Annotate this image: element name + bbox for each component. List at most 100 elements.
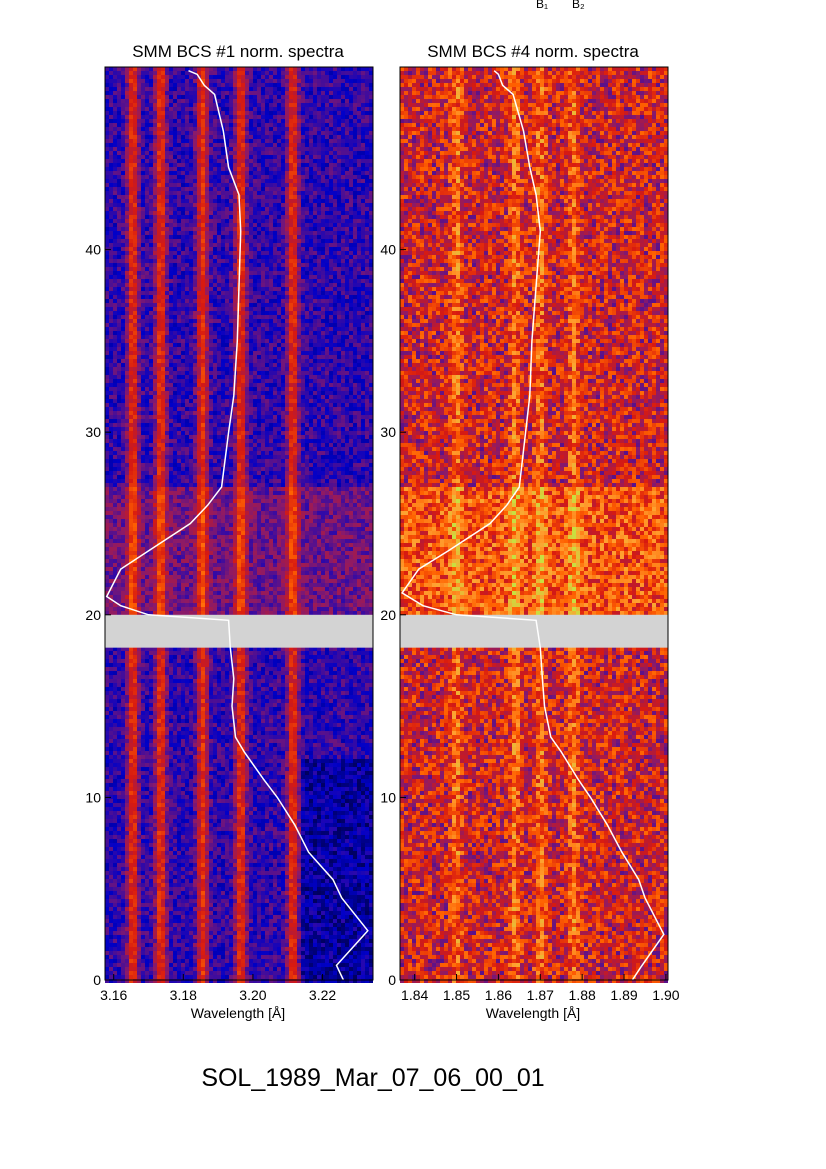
heatmap-cell — [353, 179, 357, 183]
heatmap-cell — [357, 343, 361, 347]
heatmap-cell — [213, 355, 217, 359]
heatmap-cell — [181, 187, 185, 191]
heatmap-cell — [269, 275, 273, 279]
heatmap-cell — [341, 291, 345, 295]
heatmap-cell — [297, 71, 301, 75]
heatmap-cell — [285, 171, 289, 175]
heatmap-cell — [249, 119, 253, 123]
heatmap-cell — [265, 87, 269, 91]
heatmap-cell — [309, 183, 313, 187]
heatmap-cell — [217, 319, 221, 323]
heatmap-cell — [333, 195, 337, 199]
heatmap-cell — [145, 171, 149, 175]
heatmap-cell — [117, 99, 121, 103]
heatmap-cell — [265, 307, 269, 311]
heatmap-cell — [113, 115, 117, 119]
heatmap-cell — [105, 359, 109, 363]
heatmap-cell — [213, 159, 217, 163]
heatmap-cell — [209, 99, 213, 103]
heatmap-cell — [325, 163, 329, 167]
heatmap-cell — [121, 179, 125, 183]
heatmap-cell — [141, 71, 145, 75]
heatmap-cell — [133, 307, 137, 311]
heatmap-cell — [181, 83, 185, 87]
heatmap-cell — [205, 95, 209, 99]
heatmap-cell — [277, 111, 281, 115]
heatmap-cell — [153, 259, 157, 263]
heatmap-cell — [369, 95, 373, 99]
heatmap-cell — [353, 163, 357, 167]
heatmap-cell — [125, 155, 129, 159]
heatmap-cell — [313, 323, 317, 327]
heatmap-cell — [257, 199, 261, 203]
heatmap-cell — [177, 263, 181, 267]
heatmap-cell — [365, 135, 369, 139]
heatmap-cell — [177, 271, 181, 275]
heatmap-cell — [225, 195, 229, 199]
heatmap-cell — [197, 247, 201, 251]
heatmap-cell — [305, 239, 309, 243]
heatmap-cell — [365, 227, 369, 231]
heatmap-cell — [245, 207, 249, 211]
heatmap-cell — [261, 71, 265, 75]
heatmap-cell — [313, 155, 317, 159]
heatmap-cell — [281, 107, 285, 111]
heatmap-cell — [305, 255, 309, 259]
heatmap-cell — [217, 247, 221, 251]
heatmap-cell — [273, 323, 277, 327]
heatmap-cell — [325, 111, 329, 115]
heatmap-cell — [253, 311, 257, 315]
heatmap-cell — [177, 115, 181, 119]
heatmap-cell — [109, 319, 113, 323]
heatmap-cell — [193, 107, 197, 111]
heatmap-cell — [349, 235, 353, 239]
heatmap-cell — [209, 187, 213, 191]
heatmap-cell — [189, 83, 193, 87]
heatmap-cell — [297, 135, 301, 139]
heatmap-cell — [137, 331, 141, 335]
heatmap-cell — [221, 147, 225, 151]
heatmap-cell — [289, 179, 293, 183]
heatmap-cell — [121, 327, 125, 331]
heatmap-cell — [305, 331, 309, 335]
heatmap-cell — [113, 343, 117, 347]
heatmap-cell — [309, 279, 313, 283]
heatmap-cell — [269, 359, 273, 363]
heatmap-cell — [149, 295, 153, 299]
heatmap-cell — [241, 239, 245, 243]
heatmap-cell — [277, 271, 281, 275]
heatmap-cell — [333, 295, 337, 299]
heatmap-cell — [105, 235, 109, 239]
heatmap-cell — [341, 343, 345, 347]
heatmap-cell — [329, 135, 333, 139]
heatmap-cell — [249, 67, 253, 71]
heatmap-cell — [253, 131, 257, 135]
heatmap-cell — [349, 331, 353, 335]
heatmap-cell — [201, 235, 205, 239]
heatmap-cell — [261, 271, 265, 275]
heatmap-cell — [277, 103, 281, 107]
heatmap-cell — [273, 127, 277, 131]
heatmap-cell — [301, 191, 305, 195]
heatmap-cell — [369, 207, 373, 211]
heatmap-cell — [305, 243, 309, 247]
heatmap-cell — [357, 263, 361, 267]
heatmap-cell — [141, 347, 145, 351]
heatmap-cell — [229, 259, 233, 263]
heatmap-cell — [349, 227, 353, 231]
heatmap-cell — [229, 139, 233, 143]
heatmap-cell — [225, 107, 229, 111]
heatmap-cell — [113, 287, 117, 291]
heatmap-cell — [281, 139, 285, 143]
heatmap-cell — [269, 151, 273, 155]
heatmap-cell — [309, 79, 313, 83]
heatmap-cell — [301, 127, 305, 131]
heatmap-cell — [341, 183, 345, 187]
heatmap-cell — [261, 119, 265, 123]
heatmap-cell — [225, 83, 229, 87]
heatmap-cell — [181, 215, 185, 219]
heatmap-cell — [341, 123, 345, 127]
heatmap-cell — [137, 303, 141, 307]
heatmap-cell — [225, 163, 229, 167]
heatmap-cell — [125, 131, 129, 135]
